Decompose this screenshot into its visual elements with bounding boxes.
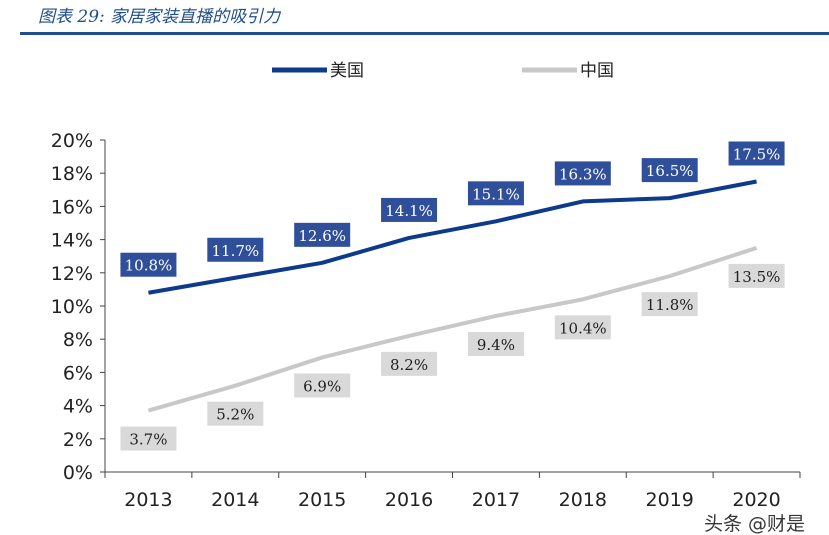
y-tick-label: 18% bbox=[51, 163, 93, 185]
data-label-bg bbox=[294, 373, 351, 398]
data-label-bg bbox=[641, 292, 698, 317]
y-tick-label: 2% bbox=[63, 429, 93, 451]
data-label-bg bbox=[728, 141, 785, 166]
y-tick-label: 14% bbox=[51, 230, 93, 252]
data-label-bg bbox=[120, 252, 177, 277]
x-tick-label: 2017 bbox=[472, 489, 520, 511]
y-tick-label: 12% bbox=[51, 263, 93, 285]
y-tick-label: 8% bbox=[63, 329, 93, 351]
data-label-bg bbox=[554, 315, 611, 340]
title-divider bbox=[20, 32, 829, 35]
y-tick-label: 6% bbox=[63, 362, 93, 384]
data-label: 11.8% bbox=[646, 296, 694, 314]
x-tick-label: 2018 bbox=[559, 489, 607, 511]
data-label-bg bbox=[467, 331, 524, 356]
x-tick-label: 2016 bbox=[385, 489, 433, 511]
y-tick-label: 20% bbox=[51, 130, 93, 152]
x-tick-label: 2020 bbox=[732, 489, 780, 511]
data-label: 15.1% bbox=[472, 185, 520, 203]
data-label: 8.2% bbox=[390, 356, 428, 374]
data-label: 10.8% bbox=[125, 257, 173, 275]
data-label-bg bbox=[207, 401, 264, 426]
data-label: 9.4% bbox=[477, 336, 515, 354]
data-label-bg bbox=[381, 197, 438, 222]
data-label-bg bbox=[641, 158, 698, 183]
data-label: 10.4% bbox=[559, 319, 607, 337]
watermark: 头条 @财是 bbox=[704, 513, 806, 535]
data-label-bg bbox=[554, 161, 611, 186]
series-line-usa bbox=[148, 179, 757, 295]
data-label-bg bbox=[120, 426, 177, 451]
data-label: 6.9% bbox=[303, 377, 341, 395]
x-tick-label: 2013 bbox=[124, 489, 172, 511]
data-label-bg bbox=[467, 181, 524, 206]
x-tick-label: 2014 bbox=[211, 489, 259, 511]
data-label-bg bbox=[294, 222, 351, 247]
y-tick-label: 16% bbox=[51, 196, 93, 218]
x-tick-label: 2019 bbox=[646, 489, 694, 511]
data-label-bg bbox=[728, 263, 785, 288]
data-label: 3.7% bbox=[129, 431, 167, 449]
y-tick-label: 4% bbox=[63, 396, 93, 418]
data-label: 14.1% bbox=[385, 202, 433, 220]
x-tick-label: 2015 bbox=[298, 489, 346, 511]
chart-title: 图表 29: 家居家装直播的吸引力 bbox=[38, 7, 281, 27]
data-label: 16.5% bbox=[646, 162, 694, 180]
legend-label: 中国 bbox=[580, 61, 614, 81]
legend-label: 美国 bbox=[330, 61, 364, 81]
data-label: 12.6% bbox=[298, 227, 346, 245]
data-label: 11.7% bbox=[211, 242, 259, 260]
data-label: 5.2% bbox=[216, 406, 254, 424]
data-label: 16.3% bbox=[559, 165, 607, 183]
data-label-bg bbox=[207, 237, 264, 262]
data-label: 13.5% bbox=[733, 268, 781, 286]
data-label-bg bbox=[381, 351, 438, 376]
y-tick-label: 0% bbox=[63, 462, 93, 484]
data-label: 17.5% bbox=[733, 146, 781, 164]
series-line-china bbox=[147, 245, 758, 413]
y-tick-label: 10% bbox=[51, 296, 93, 318]
